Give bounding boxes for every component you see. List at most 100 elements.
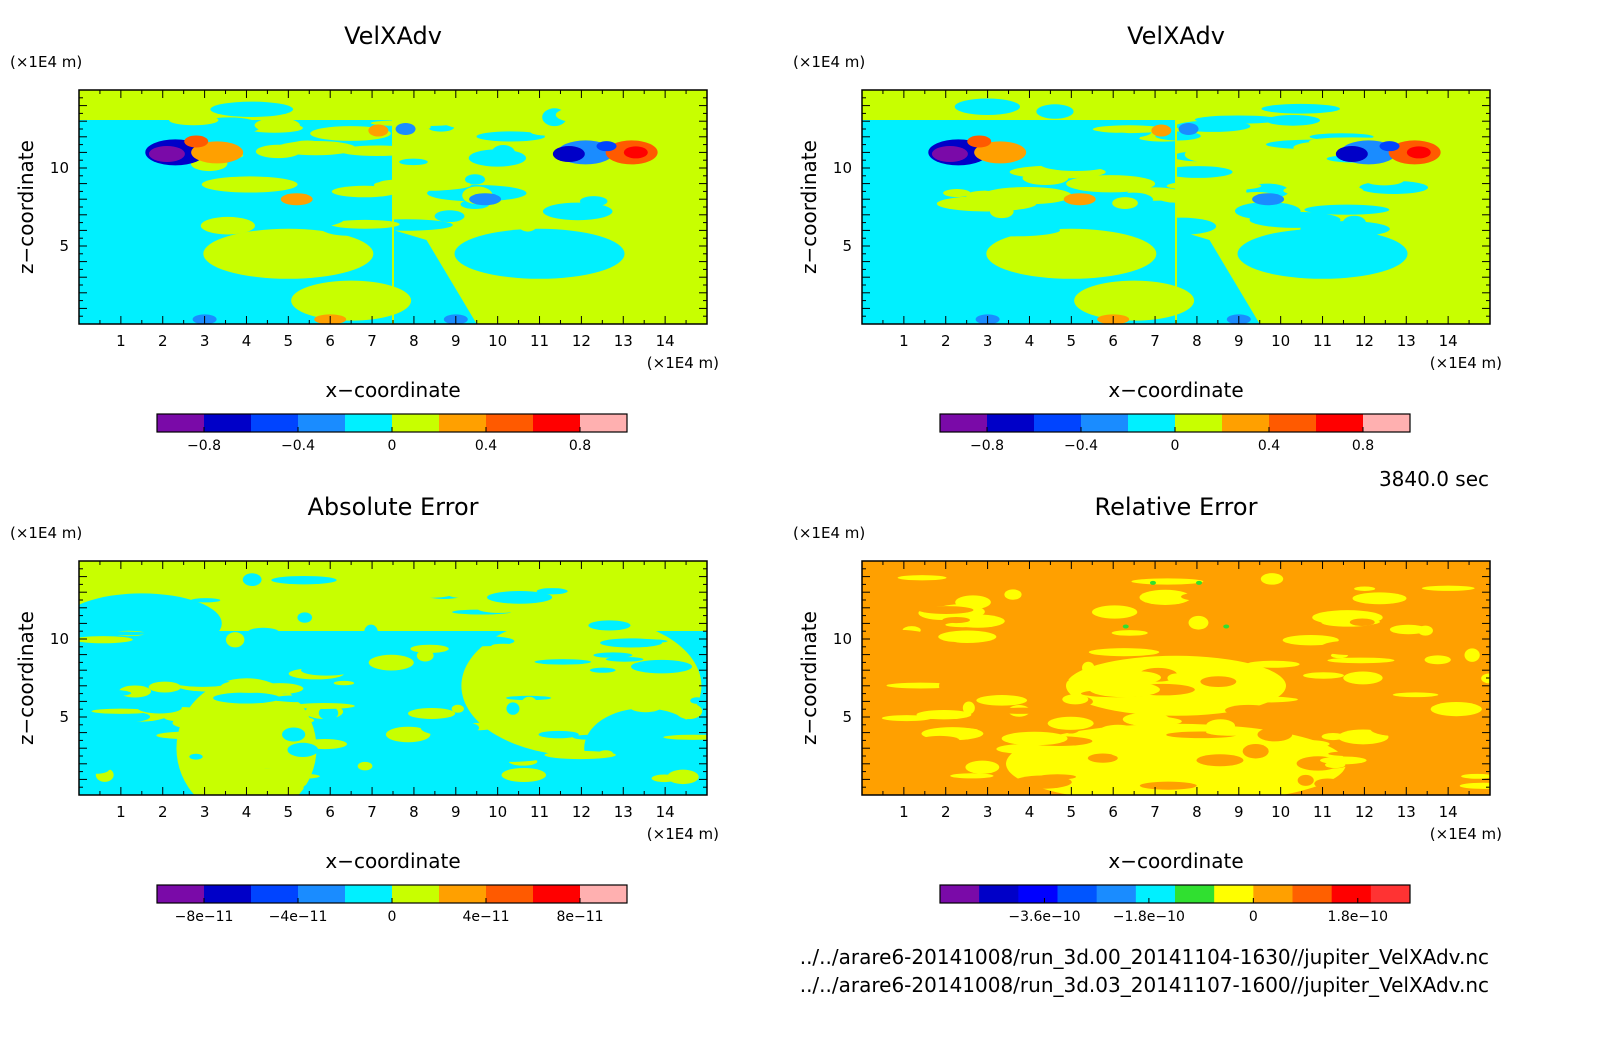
field-band [465,174,486,185]
field-band [1343,671,1383,685]
field-band [163,713,193,722]
field-band [1459,782,1490,789]
panel-1: VelXAdv(×1E4 m)1 2 3 4 5 6 7 8 9 10 11 12 13 14510(×1… [10,22,719,454]
y-tick-label: 10 [50,159,69,177]
x-tick-label: 3 [200,803,210,821]
field-band [137,701,182,714]
field-band [410,644,449,653]
field-band [681,742,707,755]
colorbar-bin [392,414,440,432]
contour-field [862,90,1490,324]
field-band [604,724,647,739]
field-band [1327,657,1395,664]
x-tick-label: 4 [242,332,252,350]
field-band [892,667,907,680]
colorbar-tick-label: −1.8e−10 [1113,909,1185,925]
colorbar-tick-label: −8e−11 [175,909,234,925]
time-label: 3840.0 sec [1379,467,1489,491]
field-band [156,731,221,740]
x-tick-label: 8 [409,803,419,821]
x-tick-label: 10 [488,332,507,350]
colorbar-bin [580,414,628,432]
field-band [1112,671,1161,684]
x-tick-label: 7 [367,803,377,821]
colorbar-bin [1253,885,1293,903]
field-band [1196,754,1244,767]
y-unit-label: (×1E4 m) [793,53,865,71]
field-band [990,707,1056,714]
field-band [331,185,398,198]
field-band [83,631,149,636]
field-band [517,213,539,232]
field-band [1417,625,1433,636]
panel-title: VelXAdv [1127,22,1225,50]
field-band [261,210,345,228]
field-band [401,582,460,598]
field-band [1029,686,1059,694]
x-tick-label: 11 [1313,803,1332,821]
field-band [605,656,644,662]
field-band [1139,589,1191,606]
field-band [1303,672,1344,679]
field-band [1166,180,1262,191]
panel-4: Relative Error(×1E4 m)1 2 3 4 5 6 7 8 9 10 11 12 13 1… [793,493,1502,925]
field-band [1392,692,1439,698]
x-tick-label: 1 [899,332,909,350]
colorbar-tick-label: 0 [1171,438,1180,454]
x-tick-label: 5 [1067,332,1077,350]
field-band [513,787,586,795]
field-band [1092,125,1166,134]
vortex-feature [1379,141,1400,152]
field-band [1111,630,1148,636]
y-unit-label: (×1E4 m) [10,524,82,542]
field-band [596,791,627,795]
field-band [882,691,921,702]
field-band [1286,740,1330,749]
field-band [862,755,920,769]
panel-title: Absolute Error [307,493,478,521]
field-band [1069,586,1102,599]
x-tick-label: 10 [1271,332,1290,350]
colorbar-bin [987,414,1035,432]
field-band [475,707,496,718]
field-band [1389,624,1427,635]
x-tick-label: 1 [899,803,909,821]
field-band [1004,589,1022,600]
colorbar-tick-label: 0 [388,438,397,454]
x-tick-label: 9 [1234,803,1244,821]
field-band [1346,629,1390,643]
field-band [1110,132,1133,140]
vortex-feature [974,141,1027,164]
colorbar-tick-label: −0.4 [281,438,315,454]
field-band [1464,648,1480,662]
panel-title: Relative Error [1095,493,1258,521]
field-band [1356,195,1401,206]
vortex-feature [1122,624,1129,629]
field-band [1421,585,1475,591]
colorbar-tick-label: 0.4 [475,438,497,454]
field-band [383,660,401,667]
field-blob [291,280,412,321]
field-band [555,106,615,124]
field-band [1314,778,1341,789]
field-band [292,140,322,148]
file-path-2: ../../arare6-20141008/run_3d.03_20141107… [800,973,1489,997]
field-band [594,772,635,783]
x-tick-label: 8 [1192,803,1202,821]
field-band [477,604,522,613]
x-tick-label: 12 [1355,803,1374,821]
field-band [468,149,527,167]
field-band [1352,592,1407,605]
field-band [1026,676,1069,685]
field-band [1272,709,1315,725]
colorbar: −3.6e−10 −1.8e−10 0 1.8e−10 [939,884,1411,925]
colorbar-bin [1081,414,1129,432]
vortex-feature [280,193,313,206]
field-band [84,689,132,697]
field-band [534,659,592,665]
panel-2: VelXAdv(×1E4 m)1 2 3 4 5 6 7 8 9 10 11 12 13 14510(×1… [793,22,1502,454]
vortex-feature [1252,193,1285,206]
field-band [538,730,579,739]
colorbar-frame [939,884,1411,904]
field-band [491,643,516,648]
